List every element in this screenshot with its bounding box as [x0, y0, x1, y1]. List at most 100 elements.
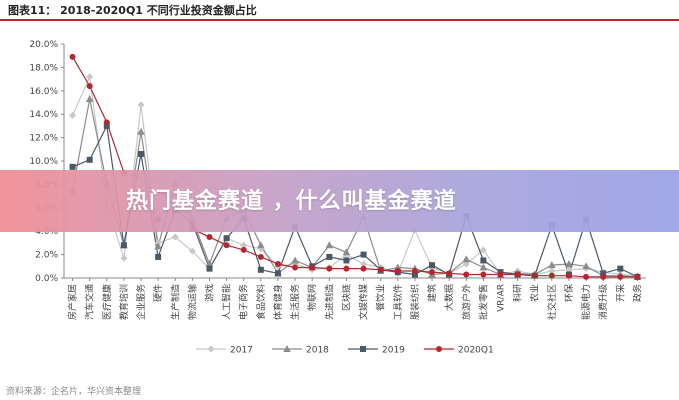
figure-number: 图表11：: [8, 4, 57, 17]
data-point-2020Q1: [240, 246, 247, 253]
data-point-2020Q1: [600, 273, 607, 280]
banner-headline: 热门基金赛道 ，什么叫基金赛道: [126, 189, 457, 214]
x-tick-label: 能源电力: [580, 284, 592, 320]
y-tick-label: 12.0%: [29, 134, 58, 144]
y-tick-label: 4.0%: [35, 227, 58, 237]
data-point-2017: [171, 233, 179, 241]
y-tick-label: 14.0%: [29, 110, 58, 120]
chart-title: 图表11： 2018-2020Q1 不同行业投资金额占比: [8, 2, 257, 18]
data-point-2017: [360, 260, 368, 268]
x-tick-label: 房产家居: [67, 284, 79, 320]
data-point-2020Q1: [565, 272, 572, 279]
data-point-2019: [600, 270, 607, 277]
data-point-2020Q1: [583, 273, 590, 280]
figure-title: 2018-2020Q1 不同行业投资金额占比: [60, 4, 257, 17]
x-tick-label: 批发零售: [477, 284, 489, 320]
chart-legend: 2017 2018 2019 2020Q1: [196, 345, 494, 356]
data-point-2020Q1: [446, 270, 453, 277]
x-tick-label: 电子商务: [238, 284, 250, 320]
x-tick-label: 企业服务: [135, 284, 147, 320]
data-point-2020Q1: [309, 264, 316, 271]
data-point-2018: [565, 259, 573, 267]
x-tick-label: 体育健身: [272, 284, 284, 320]
x-tick-label: 生产制造: [169, 284, 181, 320]
legend-label: 2019: [382, 346, 405, 356]
data-point-2018: [137, 127, 145, 135]
x-tick-label: 农业: [529, 284, 541, 302]
x-tick-label: 大数据: [443, 284, 455, 311]
data-point-2017: [120, 254, 128, 262]
data-point-2019: [120, 242, 127, 249]
x-tick-label: 生活服务: [289, 284, 301, 320]
legend-marker: [207, 345, 215, 353]
data-point-2020Q1: [69, 53, 76, 60]
data-point-2019: [360, 251, 367, 258]
data-point-2017: [69, 111, 77, 119]
data-point-2019: [411, 271, 418, 278]
x-tick-label: 游戏: [204, 284, 216, 302]
legend-marker: [360, 346, 366, 352]
chart-series-markers: [68, 53, 642, 280]
data-point-2020Q1: [103, 119, 110, 126]
y-tick-label: 10.0%: [29, 157, 58, 167]
x-tick-label: 医疗健康: [101, 284, 113, 320]
data-point-2018: [342, 248, 351, 256]
data-point-2020Q1: [514, 271, 521, 278]
data-point-2019: [223, 235, 230, 242]
data-point-2019: [326, 253, 333, 260]
data-point-2018: [479, 263, 488, 271]
x-tick-label: 文娱传媒: [358, 284, 370, 320]
x-tick-label: 消费升级: [597, 284, 609, 320]
data-point-2020Q1: [360, 265, 367, 272]
data-point-2020Q1: [548, 272, 555, 279]
y-tick-label: 0.0%: [35, 274, 58, 284]
legend-marker: [283, 345, 291, 352]
line-chart: 0.0%2.0%4.0%6.0%8.0%10.0%12.0%14.0%16.0%…: [29, 40, 646, 356]
data-point-2019: [86, 156, 93, 163]
legend-label: 2020Q1: [458, 346, 494, 356]
data-point-2020Q1: [480, 271, 487, 278]
data-point-2020Q1: [274, 260, 281, 267]
x-tick-label: 教育培训: [118, 284, 130, 320]
legend-marker: [436, 346, 442, 352]
x-tick-label: 工具软件: [392, 284, 404, 320]
data-point-2018: [85, 94, 94, 102]
data-point-2020Q1: [634, 273, 641, 280]
data-point-2020Q1: [429, 269, 436, 276]
x-tick-label: 人工智能: [221, 284, 233, 320]
data-point-2020Q1: [377, 266, 384, 273]
x-tick-label: 开采: [615, 284, 626, 302]
data-point-2018: [582, 262, 590, 270]
x-tick-label: 环保: [563, 284, 575, 302]
data-point-2018: [205, 259, 214, 267]
x-tick-label: 汽车交通: [84, 284, 96, 320]
series-line-2017: [72, 74, 638, 277]
data-point-2020Q1: [206, 234, 213, 241]
data-point-2017: [479, 246, 487, 254]
y-tick-label: 16.0%: [29, 87, 58, 97]
legend-label: 2018: [306, 346, 329, 356]
x-tick-label: 政务: [631, 284, 643, 302]
x-tick-label: VR/AR: [497, 284, 507, 312]
legend-label: 2017: [230, 346, 253, 356]
y-tick-label: 20.0%: [29, 40, 58, 50]
data-point-2020Q1: [463, 271, 470, 278]
data-point-2019: [617, 265, 624, 272]
data-point-2019: [257, 266, 264, 273]
y-tick-label: 2.0%: [35, 251, 58, 261]
data-point-2020Q1: [257, 253, 264, 260]
chart-axes: 0.0%2.0%4.0%6.0%8.0%10.0%12.0%14.0%16.0%…: [29, 40, 646, 320]
x-tick-label: 科研: [512, 284, 524, 302]
data-point-2018: [291, 256, 299, 264]
overlay-banner: [0, 170, 679, 232]
data-point-2020Q1: [411, 267, 418, 274]
data-point-2017: [137, 101, 145, 109]
data-point-2017: [86, 73, 94, 81]
data-point-2019: [155, 253, 162, 260]
data-point-2020Q1: [86, 83, 93, 90]
x-tick-label: 先进制造: [323, 284, 335, 320]
series-line-2020Q1: [72, 56, 125, 173]
data-point-2020Q1: [531, 272, 538, 279]
data-point-2019: [480, 257, 487, 264]
data-point-2020Q1: [617, 273, 624, 280]
